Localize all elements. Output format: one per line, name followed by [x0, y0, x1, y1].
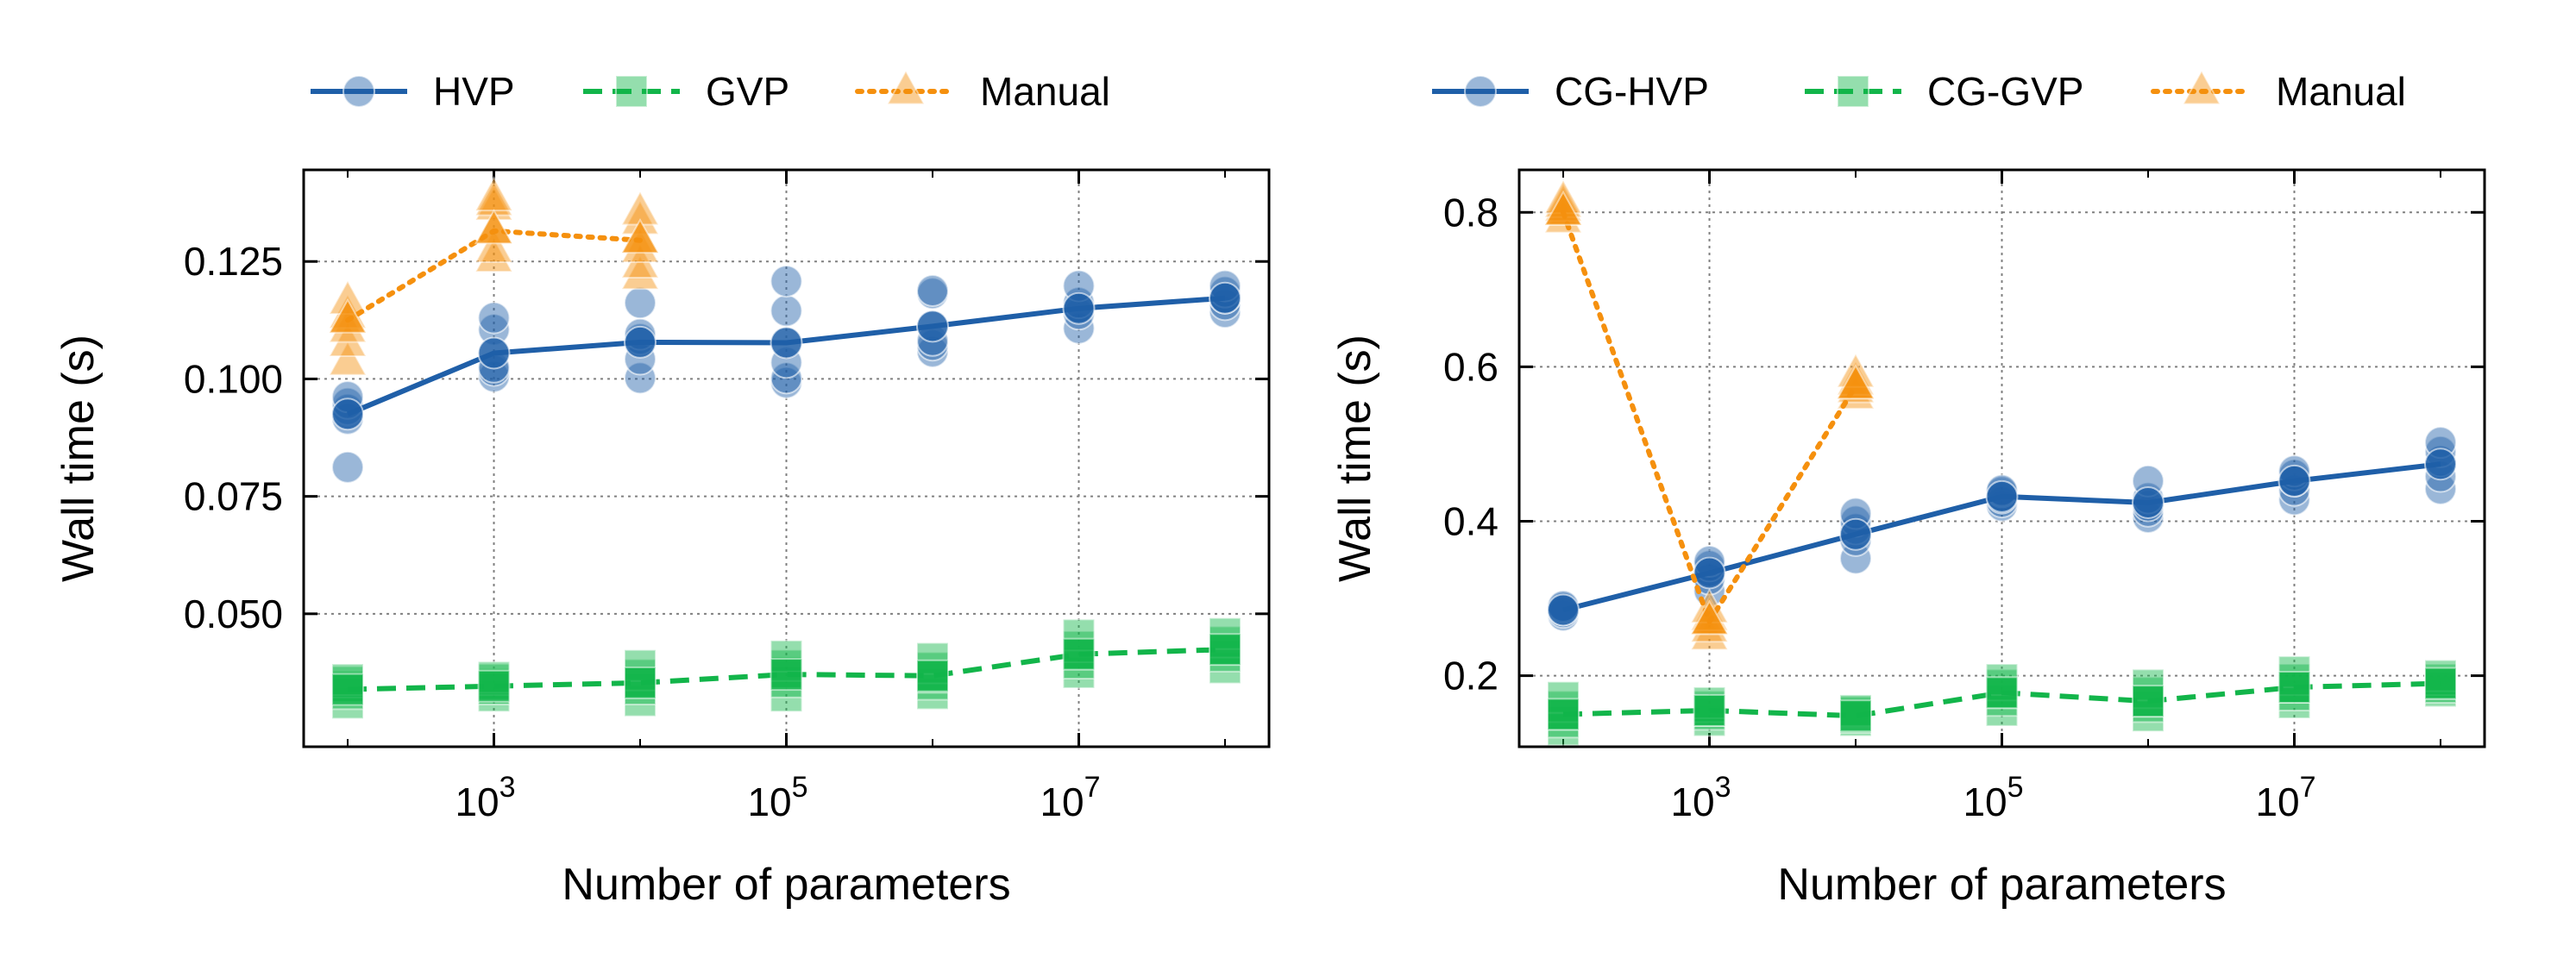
legend-marker — [615, 75, 648, 108]
mean-point — [624, 325, 657, 359]
data-point — [328, 321, 368, 358]
mean-point — [331, 398, 365, 431]
series-hvp — [331, 265, 1241, 484]
mean-point — [2423, 448, 2457, 481]
mean-point — [1839, 517, 1873, 551]
y-tick-label: 0.4 — [1443, 498, 1498, 543]
mean-point — [915, 659, 949, 692]
legend-item-manual: Manual — [2151, 69, 2406, 114]
mean-point — [915, 310, 949, 343]
y-tick-label: 0.6 — [1443, 344, 1498, 389]
mean-point — [2131, 485, 2164, 519]
legend-marker — [342, 75, 375, 108]
data-point — [624, 286, 657, 320]
mean-point — [1208, 633, 1241, 667]
mean-point — [1985, 479, 2019, 513]
data-point — [474, 176, 514, 212]
mean-point — [1543, 190, 1583, 226]
legend-marker — [1837, 75, 1869, 108]
mean-point — [1208, 281, 1241, 315]
legend-item-gvp: GVP — [583, 69, 789, 114]
legend-label: GVP — [706, 69, 789, 114]
y-tick-label: 0.050 — [184, 592, 283, 636]
series-manual — [1543, 178, 1875, 651]
mean-point — [474, 209, 514, 245]
mean-point — [477, 336, 511, 370]
mean-point — [1839, 699, 1873, 733]
legend-label: Manual — [2276, 69, 2406, 114]
chart-panel-1: 103 105 107 0.050 0.075 0.100 0.125 HVP GVP Manua… — [53, 69, 1271, 910]
data-point — [477, 301, 511, 335]
mean-point — [477, 669, 511, 703]
series-cg-gvp — [1547, 655, 2457, 747]
mean-point — [1547, 698, 1580, 731]
data-point — [620, 254, 660, 291]
series-manual — [328, 176, 660, 376]
y-tick-label: 0.2 — [1443, 654, 1498, 698]
y-axis-title: Wall time (s) — [53, 335, 104, 582]
mean-point — [1062, 637, 1096, 671]
mean-point — [2423, 667, 2457, 700]
mean-point — [2278, 671, 2311, 704]
series-gvp — [331, 617, 1241, 720]
mean-point — [1836, 364, 1875, 400]
legend-label: HVP — [433, 69, 515, 114]
x-tick-label: 103 — [1670, 771, 1731, 824]
mean-point — [1689, 599, 1730, 636]
mean-point — [331, 673, 365, 706]
plot-frame — [302, 168, 1271, 748]
mean-point — [2278, 464, 2311, 498]
data-point — [624, 361, 657, 395]
data-point — [331, 450, 365, 484]
legend-marker — [886, 69, 926, 105]
data-point — [474, 227, 514, 264]
legend-item-hvp: HVP — [311, 69, 515, 114]
plot-frame — [1517, 168, 2486, 748]
data-point — [474, 236, 514, 272]
legend-marker — [1464, 75, 1497, 108]
data-point — [770, 265, 803, 298]
data-point — [915, 274, 949, 308]
x-tick-label: 105 — [1963, 771, 2023, 824]
y-tick-label: 0.075 — [184, 474, 283, 519]
y-tick-label: 0.125 — [184, 239, 283, 284]
y-axis-title: Wall time (s) — [1330, 335, 1380, 582]
x-axis-title: Number of parameters — [1777, 860, 2226, 910]
x-tick-label: 107 — [2255, 771, 2315, 824]
legend-item-cg-hvp: CG-HVP — [1432, 69, 1709, 114]
chart-panel-2: 103 105 107 0.2 0.4 0.6 0.8 CG-HVP CG-GVP Manual N… — [1330, 69, 2486, 910]
x-tick-label: 105 — [747, 771, 807, 824]
legend-item-cg-gvp: CG-GVP — [1805, 69, 2083, 114]
series-cg-hvp — [1547, 426, 2457, 632]
legend-label: CG-HVP — [1555, 69, 1709, 114]
mean-point — [624, 666, 657, 699]
mean-point — [770, 658, 803, 692]
legend-label: CG-GVP — [1927, 69, 2083, 114]
mean-point — [1985, 676, 2019, 710]
mean-point — [620, 218, 660, 254]
mean-point — [1693, 693, 1726, 727]
mean-point — [2131, 685, 2164, 718]
data-point — [770, 294, 803, 328]
legend-label: Manual — [980, 69, 1110, 114]
x-tick-label: 103 — [455, 771, 515, 824]
legend-marker — [2182, 69, 2221, 105]
mean-point — [1062, 291, 1096, 325]
data-point — [620, 242, 660, 279]
mean-point — [770, 326, 803, 360]
x-tick-label: 107 — [1040, 771, 1100, 824]
mean-point — [1693, 556, 1726, 590]
y-tick-label: 0.100 — [184, 356, 283, 401]
data-point — [328, 340, 368, 376]
x-axis-title: Number of parameters — [562, 860, 1010, 910]
mean-point — [328, 297, 368, 334]
legend-item-manual: Manual — [855, 69, 1110, 114]
mean-point — [1547, 593, 1580, 627]
y-tick-label: 0.8 — [1443, 190, 1498, 235]
